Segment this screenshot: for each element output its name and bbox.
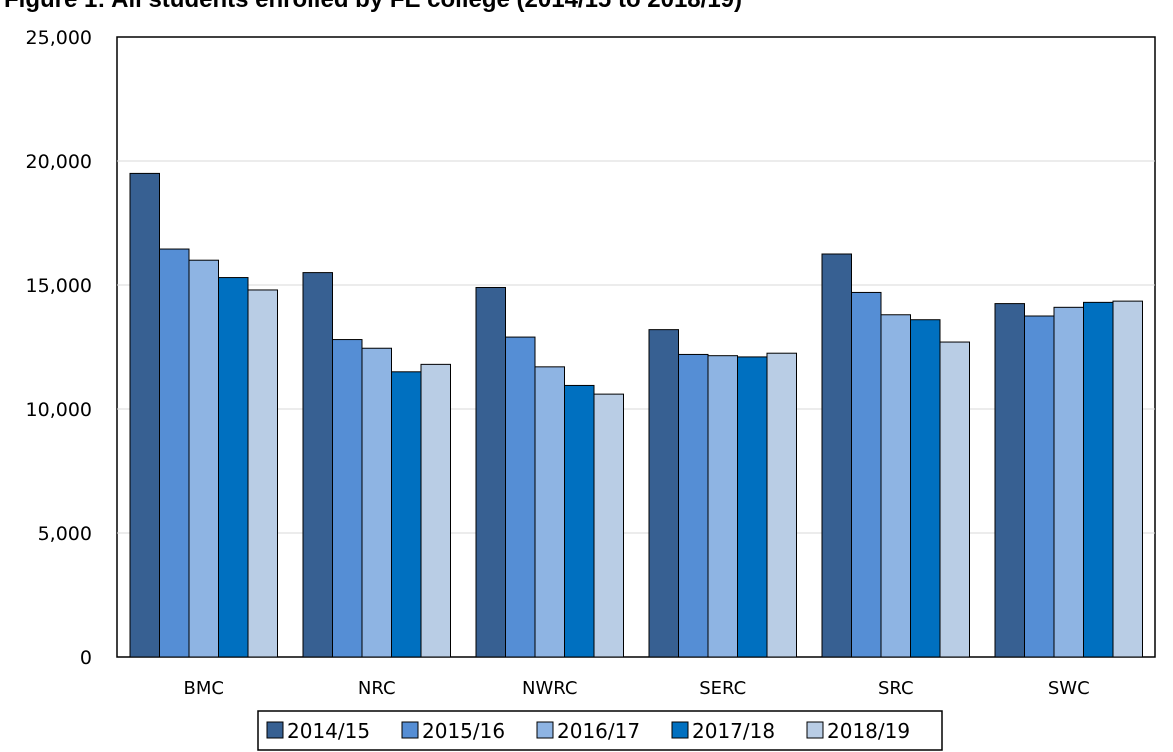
x-category-label: NRC <box>358 678 396 699</box>
bar-src-2016-17 <box>880 314 911 658</box>
bar-bmc-2016-17 <box>188 259 219 658</box>
bar-nrc-2015-16 <box>332 339 363 658</box>
bar-nrc-2018-19 <box>420 363 451 658</box>
legend-label: 2016/17 <box>557 719 640 743</box>
bar-serc-2015-16 <box>678 353 709 658</box>
x-axis-category-labels: BMC NRC NWRC SERC SRC SWC <box>184 678 1090 699</box>
bar-swc-2017-18 <box>1083 301 1114 658</box>
bar-serc-2016-17 <box>707 355 738 658</box>
y-tick-label: 0 <box>80 647 92 669</box>
bar-src-2018-19 <box>939 341 970 658</box>
bar-src-2014-15 <box>821 253 852 658</box>
legend-swatch <box>536 721 554 739</box>
y-tick-label: 20,000 <box>26 151 92 173</box>
bar-nwrc-2016-17 <box>534 366 565 658</box>
bar-nrc-2014-15 <box>302 272 333 658</box>
legend: 2014/15 2015/16 2016/17 2017/18 2018/19 <box>257 710 943 751</box>
y-axis-tick-labels: 0 5,000 10,000 15,000 20,000 25,000 <box>26 27 92 669</box>
bar-src-2015-16 <box>851 291 882 658</box>
x-category-label: NWRC <box>522 678 577 699</box>
legend-swatch <box>401 721 419 739</box>
bar-nwrc-2015-16 <box>505 336 536 658</box>
bar-swc-2015-16 <box>1024 315 1055 658</box>
bar-serc-2014-15 <box>648 329 679 658</box>
legend-swatch <box>266 721 284 739</box>
legend-frame <box>257 710 943 751</box>
bar-swc-2014-15 <box>994 303 1025 658</box>
plot-area <box>116 36 1156 658</box>
legend-label: 2014/15 <box>287 719 370 743</box>
bar-nrc-2017-18 <box>391 371 422 658</box>
bar-nwrc-2018-19 <box>593 393 624 658</box>
gridlines <box>117 160 1155 534</box>
bar-src-2017-18 <box>910 319 941 658</box>
x-category-label: SRC <box>878 678 914 699</box>
x-category-label: BMC <box>184 678 224 699</box>
y-tick-label: 15,000 <box>26 275 92 297</box>
legend-swatch <box>806 721 824 739</box>
bar-serc-2018-19 <box>766 352 797 658</box>
bars <box>129 172 1143 658</box>
bar-bmc-2015-16 <box>159 248 190 658</box>
x-category-label: SWC <box>1048 678 1090 699</box>
x-category-label: SERC <box>699 678 746 699</box>
legend-label: 2017/18 <box>692 719 775 743</box>
y-tick-label: 5,000 <box>38 523 92 545</box>
bar-nrc-2016-17 <box>361 347 392 658</box>
bar-serc-2017-18 <box>737 356 768 658</box>
bar-bmc-2018-19 <box>247 289 278 658</box>
legend-label: 2018/19 <box>827 719 910 743</box>
legend-swatch <box>671 721 689 739</box>
bar-bmc-2014-15 <box>129 172 160 658</box>
bar-bmc-2017-18 <box>218 277 249 658</box>
bar-swc-2018-19 <box>1112 300 1143 658</box>
y-tick-label: 25,000 <box>26 27 92 49</box>
bar-swc-2016-17 <box>1053 306 1084 658</box>
y-tick-label: 10,000 <box>26 399 92 421</box>
bar-nwrc-2017-18 <box>564 384 595 658</box>
bar-nwrc-2014-15 <box>475 286 506 658</box>
chart-title: Figure 1: All students enrolled by FE co… <box>4 0 742 14</box>
legend-label: 2015/16 <box>422 719 505 743</box>
